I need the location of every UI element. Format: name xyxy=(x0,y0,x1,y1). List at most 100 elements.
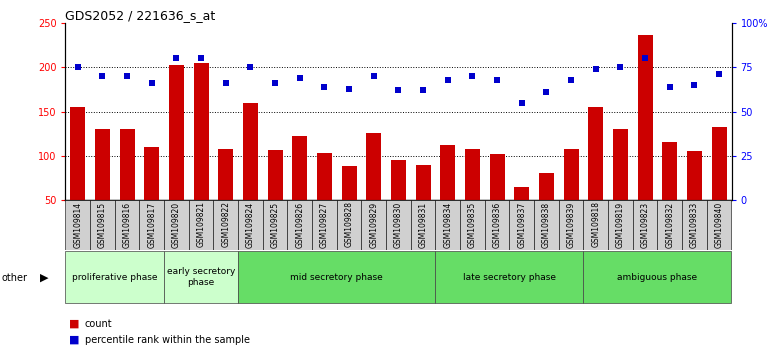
FancyBboxPatch shape xyxy=(584,251,731,303)
Bar xyxy=(465,149,480,200)
Text: early secretory
phase: early secretory phase xyxy=(167,267,236,287)
FancyBboxPatch shape xyxy=(287,200,312,250)
FancyBboxPatch shape xyxy=(510,200,534,250)
FancyBboxPatch shape xyxy=(65,200,90,250)
Text: GSM109826: GSM109826 xyxy=(296,201,304,247)
Bar xyxy=(416,165,430,200)
FancyBboxPatch shape xyxy=(386,200,411,250)
FancyBboxPatch shape xyxy=(312,200,336,250)
Bar xyxy=(564,149,578,200)
Text: GSM109823: GSM109823 xyxy=(641,201,650,247)
Bar xyxy=(687,152,702,200)
Point xyxy=(688,82,701,88)
Text: ▶: ▶ xyxy=(40,273,49,283)
Bar xyxy=(391,160,406,200)
Text: other: other xyxy=(2,273,28,283)
Point xyxy=(442,77,454,82)
Point xyxy=(590,66,602,72)
Bar xyxy=(514,187,529,200)
Bar xyxy=(342,166,357,200)
Text: GSM109818: GSM109818 xyxy=(591,201,601,247)
Bar xyxy=(145,147,159,200)
Point xyxy=(565,77,578,82)
Point xyxy=(96,73,109,79)
Text: GSM109819: GSM109819 xyxy=(616,201,625,247)
Text: GSM109832: GSM109832 xyxy=(665,201,675,247)
Bar xyxy=(119,129,135,200)
Point xyxy=(72,64,84,70)
Bar xyxy=(367,133,381,200)
Text: ■: ■ xyxy=(69,319,80,329)
FancyBboxPatch shape xyxy=(213,200,238,250)
Text: GSM109834: GSM109834 xyxy=(444,201,452,248)
Point xyxy=(293,75,306,81)
Bar xyxy=(194,63,209,200)
Text: GSM109831: GSM109831 xyxy=(419,201,427,247)
Bar xyxy=(243,103,258,200)
Point xyxy=(614,64,627,70)
Text: GSM109838: GSM109838 xyxy=(542,201,551,247)
Text: count: count xyxy=(85,319,112,329)
FancyBboxPatch shape xyxy=(411,200,436,250)
FancyBboxPatch shape xyxy=(584,200,608,250)
Text: proliferative phase: proliferative phase xyxy=(72,273,158,281)
Bar xyxy=(95,129,110,200)
Text: ambiguous phase: ambiguous phase xyxy=(618,273,698,281)
Point xyxy=(664,84,676,90)
Point xyxy=(121,73,133,79)
Text: ■: ■ xyxy=(69,335,80,345)
Bar xyxy=(70,107,85,200)
FancyBboxPatch shape xyxy=(263,200,287,250)
FancyBboxPatch shape xyxy=(164,251,238,303)
FancyBboxPatch shape xyxy=(559,200,584,250)
FancyBboxPatch shape xyxy=(534,200,559,250)
Bar xyxy=(613,129,628,200)
Bar xyxy=(711,127,727,200)
FancyBboxPatch shape xyxy=(164,200,189,250)
FancyBboxPatch shape xyxy=(238,251,436,303)
FancyBboxPatch shape xyxy=(682,200,707,250)
Bar xyxy=(268,149,283,200)
Bar xyxy=(440,145,455,200)
Text: GSM109822: GSM109822 xyxy=(221,201,230,247)
FancyBboxPatch shape xyxy=(139,200,164,250)
Bar xyxy=(539,173,554,200)
Bar xyxy=(317,153,332,200)
FancyBboxPatch shape xyxy=(633,200,658,250)
Point xyxy=(639,56,651,61)
FancyBboxPatch shape xyxy=(90,200,115,250)
FancyBboxPatch shape xyxy=(436,251,584,303)
FancyBboxPatch shape xyxy=(608,200,633,250)
FancyBboxPatch shape xyxy=(361,200,386,250)
Point xyxy=(269,80,281,86)
Point xyxy=(491,77,504,82)
Text: GSM109833: GSM109833 xyxy=(690,201,699,248)
Text: GSM109840: GSM109840 xyxy=(715,201,724,248)
Point xyxy=(343,86,355,91)
Point xyxy=(170,56,182,61)
FancyBboxPatch shape xyxy=(658,200,682,250)
Text: GSM109837: GSM109837 xyxy=(517,201,527,248)
Text: GSM109825: GSM109825 xyxy=(270,201,280,247)
Point xyxy=(417,87,430,93)
Point xyxy=(318,84,330,90)
Bar xyxy=(588,107,603,200)
FancyBboxPatch shape xyxy=(485,200,510,250)
Text: GSM109829: GSM109829 xyxy=(370,201,378,247)
Text: mid secretory phase: mid secretory phase xyxy=(290,273,383,281)
FancyBboxPatch shape xyxy=(238,200,263,250)
Point xyxy=(219,80,232,86)
FancyBboxPatch shape xyxy=(436,200,460,250)
Bar xyxy=(169,65,184,200)
Point xyxy=(195,56,207,61)
Bar xyxy=(293,136,307,200)
Text: GSM109830: GSM109830 xyxy=(394,201,403,248)
FancyBboxPatch shape xyxy=(460,200,485,250)
Bar xyxy=(662,142,678,200)
Text: GDS2052 / 221636_s_at: GDS2052 / 221636_s_at xyxy=(65,9,216,22)
Bar xyxy=(490,154,504,200)
FancyBboxPatch shape xyxy=(189,200,213,250)
FancyBboxPatch shape xyxy=(65,251,164,303)
Point xyxy=(516,100,528,105)
Text: GSM109824: GSM109824 xyxy=(246,201,255,247)
